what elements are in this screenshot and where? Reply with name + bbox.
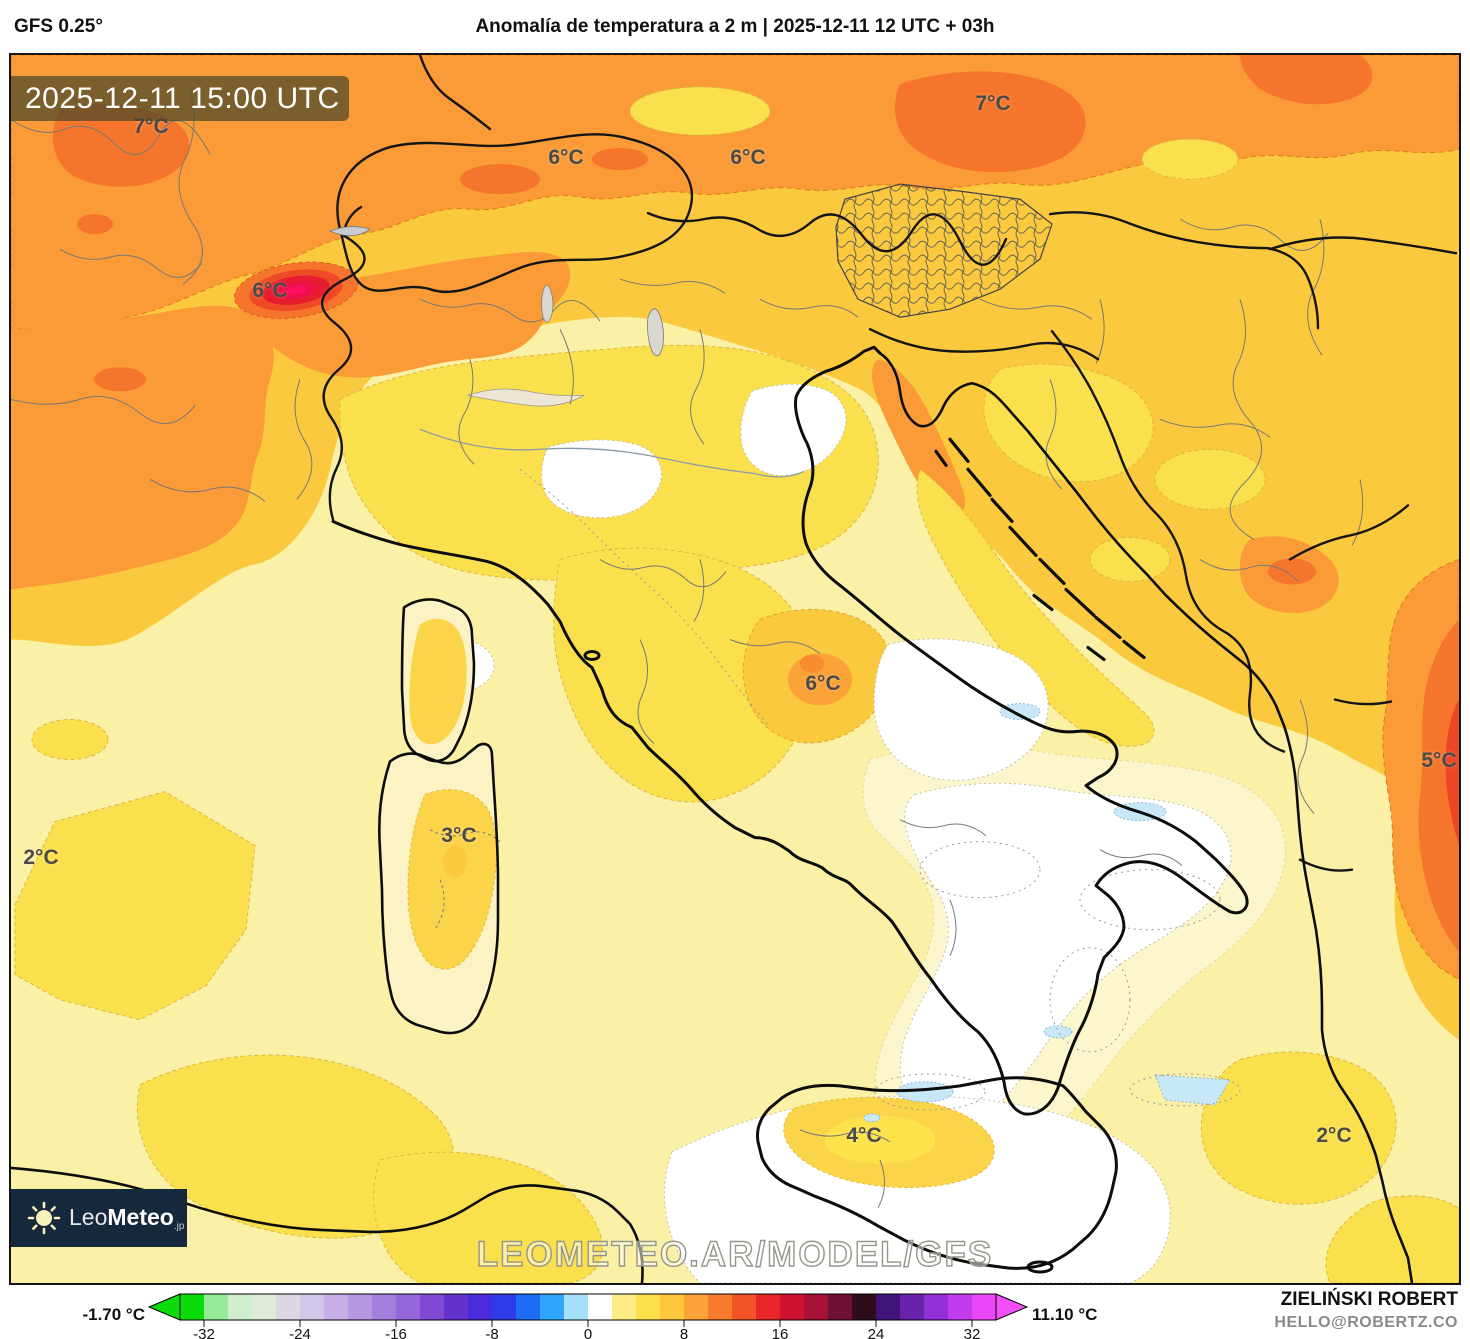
colorbar-cell-24: [756, 1294, 780, 1320]
colorbar-cell-28: [852, 1294, 876, 1320]
page-title: Anomalía de temperatura a 2 m | 2025-12-…: [475, 16, 995, 37]
colorbar-cell-25: [780, 1294, 804, 1320]
colorbar-tick-label: 16: [772, 1326, 789, 1339]
colorbar-cell-27: [828, 1294, 852, 1320]
colorbar-tick-label: -24: [289, 1326, 311, 1339]
colorbar-cell-21: [684, 1294, 708, 1320]
header-bar: GFS 0.25° Anomalía de temperatura a 2 m …: [0, 0, 1470, 54]
temp-label-7: 3°C: [441, 824, 477, 847]
temp-label-5: 6°C: [805, 672, 841, 695]
colorbar-cell-26: [804, 1294, 828, 1320]
colorbar-cell-32: [948, 1294, 972, 1320]
colorbar-cell-20: [660, 1294, 684, 1320]
timestamp-box: 2025-12-11 15:00 UTC: [11, 76, 349, 121]
colorbar-arrow-left: [147, 1293, 181, 1321]
colorbar-cell-4: [276, 1294, 300, 1320]
colorbar-max-label: 11.10 °C: [1032, 1305, 1098, 1324]
colorbar-tick-label: 24: [868, 1326, 885, 1339]
elba-island: [583, 649, 601, 661]
colorbar-cell-3: [252, 1294, 276, 1320]
colorbar-cell-16: [564, 1294, 588, 1320]
colorbar-cell-11: [444, 1294, 468, 1320]
temp-label-3: 7°C: [975, 92, 1011, 115]
model-name: GFS 0.25°: [14, 16, 103, 37]
colorbar-svg: -32 -24 -16 -8 0 8 16 24 32: [147, 1293, 1029, 1339]
rivers-lakes: [328, 226, 805, 478]
colorbar-cell-19: [636, 1294, 660, 1320]
malta-island: [1026, 1260, 1054, 1274]
temp-label-6: 2°C: [23, 846, 59, 869]
timestamp-text: 2025-12-11 15:00 UTC: [25, 81, 340, 115]
colorbar-cell-8: [372, 1294, 396, 1320]
italy-coastline: [331, 345, 1249, 1116]
colorbar-cell-6: [324, 1294, 348, 1320]
colorbar-tick-label: -32: [193, 1326, 215, 1339]
anomaly-fill-regions: [11, 55, 1459, 1283]
colorbar-cell-13: [492, 1294, 516, 1320]
footer-bar: -1.70 °C -32 -24 -16 -8 0 8 16 24 32 11.10 °C ZI…: [0, 1285, 1470, 1339]
temp-label-2: 6°C: [730, 146, 766, 169]
temp-label-9: 2°C: [1316, 1124, 1352, 1147]
colorbar-cell-23: [732, 1294, 756, 1320]
slovenia-municipal-mesh: [835, 183, 1053, 318]
colorbar-cell-10: [420, 1294, 444, 1320]
colorbar-tick-label: -8: [485, 1326, 498, 1339]
coastlines: [11, 345, 1414, 1283]
colorbar-cell-29: [876, 1294, 900, 1320]
colorbar-arrow-right: [995, 1293, 1029, 1321]
temp-label-8: 4°C: [846, 1124, 882, 1147]
corsica-coastline: [400, 598, 476, 763]
country-borders: [320, 55, 1458, 872]
colorbar-cell-18: [612, 1294, 636, 1320]
croatian-islands: [934, 437, 1146, 662]
colorbar-cell-15: [540, 1294, 564, 1320]
colorbar-cell-14: [516, 1294, 540, 1320]
sicily-coastline: [756, 1076, 1118, 1270]
sun-icon: [27, 1201, 61, 1235]
leometeo-logo: LeoMeteo.jp: [11, 1189, 187, 1247]
colorbar-cell-5: [300, 1294, 324, 1320]
colorbar-cell-30: [900, 1294, 924, 1320]
dotted-contours: [519, 468, 1241, 1111]
sardinia-coastline: [378, 742, 500, 1035]
colorbar-cell-2: [228, 1294, 252, 1320]
logo-text: LeoMeteo.jp: [69, 1204, 185, 1232]
colorbar-cell-33: [972, 1294, 996, 1320]
anomaly-map: 7°C 6°C 6°C 7°C 6°C 6°C 2°C 3°C 4°C 2°C 5°C 2025-1…: [9, 53, 1461, 1285]
colorbar-tick-label: 0: [584, 1326, 592, 1339]
temp-label-4: 6°C: [252, 279, 288, 302]
colorbar-cell-31: [924, 1294, 948, 1320]
colorbar-cell-22: [708, 1294, 732, 1320]
map-labels: 7°C 6°C 6°C 7°C 6°C 6°C 2°C 3°C 4°C 2°C 5°C: [11, 55, 1459, 1283]
colorbar-cell-1: [204, 1294, 228, 1320]
colorbar-cell-12: [468, 1294, 492, 1320]
colorbar-cell-0: [180, 1294, 204, 1320]
colorbar-tick-label: 8: [680, 1326, 688, 1339]
istria-croatia-coastline: [878, 351, 1414, 1283]
colorbar-cell-9: [396, 1294, 420, 1320]
watermark: LEOMETEO.AR/MODEL/GFS: [476, 1234, 994, 1274]
anomaly-map-graphic: [11, 55, 1459, 1283]
colorbar-tick-label: -16: [385, 1326, 407, 1339]
colorbar-cell-17: [588, 1294, 612, 1320]
hotspot-rings: [233, 261, 359, 319]
credit-name: ZIELIŃSKI ROBERT: [1280, 1289, 1458, 1310]
colorbar-cell-7: [348, 1294, 372, 1320]
temp-label-10: 5°C: [1421, 749, 1457, 772]
colorbar-tick-label: 32: [964, 1326, 981, 1339]
temp-label-1: 6°C: [548, 146, 584, 169]
credit-email: HELLO@ROBERTZ.CO: [1274, 1314, 1458, 1331]
colorbar-min-label: -1.70 °C: [82, 1305, 145, 1324]
